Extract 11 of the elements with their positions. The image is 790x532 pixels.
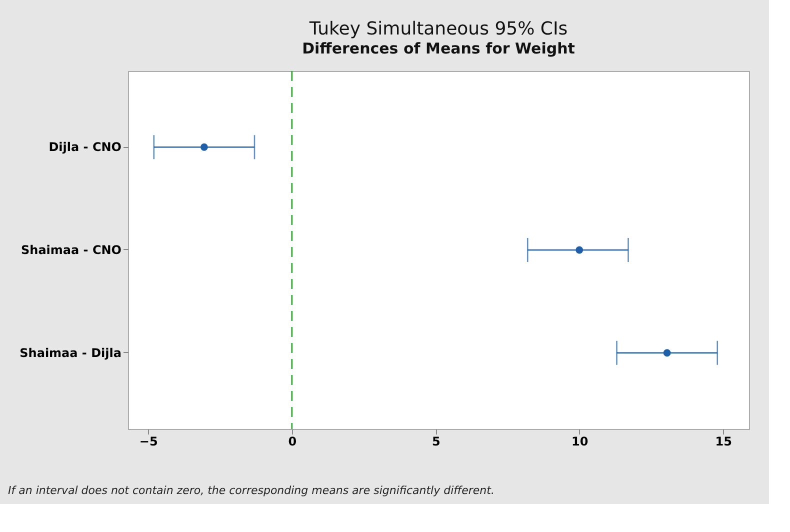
- x-tick-label: 5: [432, 434, 440, 448]
- y-tick-label: Dijla - CNO: [48, 140, 122, 154]
- x-tick-label: 0: [288, 434, 297, 448]
- x-tick-label: −5: [139, 434, 158, 448]
- chart-title: Tukey Simultaneous 95% CIs: [308, 18, 568, 40]
- x-tick-label: 15: [715, 434, 732, 448]
- chart-subtitle: Differences of Means for Weight: [302, 39, 575, 58]
- y-tick-label: Shaimaa - CNO: [21, 243, 122, 257]
- y-tick-label: Shaimaa - Dijla: [20, 346, 122, 360]
- text: If an interval does not contain zero, the corresponding means are significantly different.: [8, 484, 494, 497]
- x-tick-label: 10: [572, 434, 588, 448]
